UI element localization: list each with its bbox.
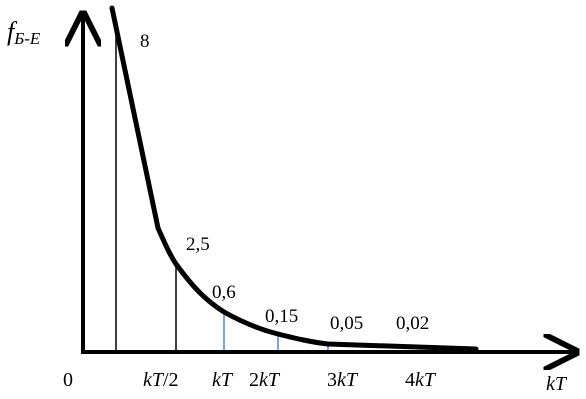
value-label: 0,05 [330,313,363,334]
x-tick-label: 2kT [249,369,281,391]
origin-label: 0 [63,369,73,391]
x-tick-labels: kT/2 kT 2kT 3kT 4kT [143,369,437,391]
value-label: 0,02 [396,313,429,334]
y-axis-title-subscript: Б-Е [13,29,41,48]
value-labels: 8 2,5 0,6 0,15 0,05 0,02 [140,31,429,334]
data-curve [109,5,479,352]
y-axis-title: fБ-Е [7,17,41,48]
value-label: 2,5 [186,234,210,255]
y-axis-title-main: f [7,17,18,46]
x-tick-label: 3kT [327,369,359,391]
value-label: 0,15 [265,306,298,327]
value-label: 0,6 [212,282,236,303]
x-tick-label: kT [212,369,234,391]
value-label: 8 [140,31,150,52]
x-tick-label: kT/2 [143,369,179,391]
x-axis-title: kT [546,373,568,394]
drop-lines [115,30,329,352]
x-tick-label: 4kT [405,369,437,391]
